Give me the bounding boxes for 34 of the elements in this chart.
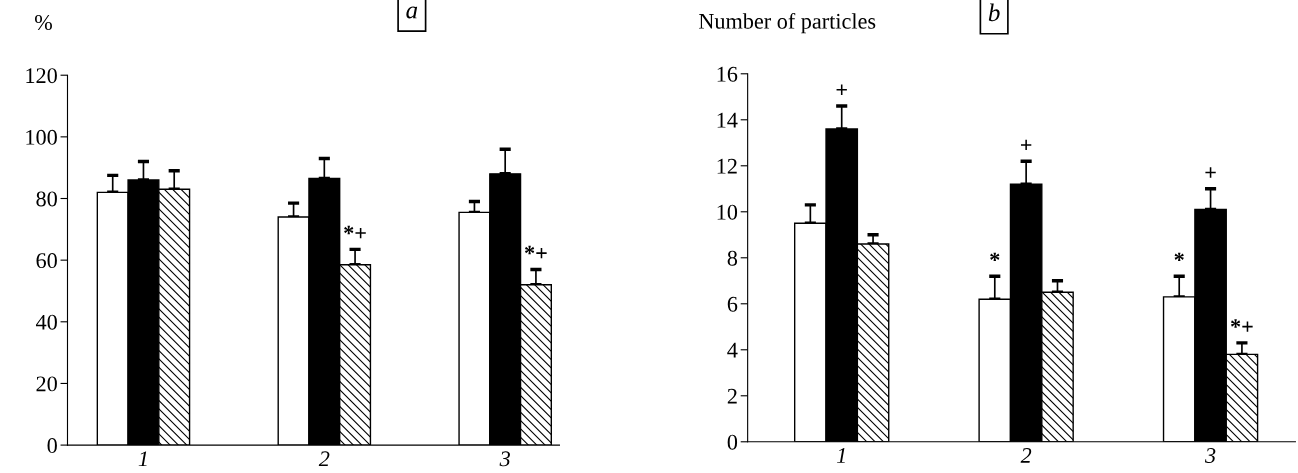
- y-tick-label: 0: [727, 434, 738, 450]
- y-axis-title: Number of particles: [698, 12, 876, 34]
- chart-title: a: [406, 6, 418, 19]
- y-tick-label: 80: [36, 191, 57, 207]
- x-tick-label: 1: [138, 451, 147, 467]
- data-label: +: [1205, 167, 1216, 178]
- y-tick-label: 16: [717, 66, 738, 82]
- y-tick-label: 14: [717, 112, 738, 128]
- y-tick-label: 12: [717, 158, 737, 174]
- data-label: +: [836, 84, 847, 95]
- data-label: *+: [524, 245, 547, 259]
- data-label: *+: [344, 225, 366, 239]
- y-tick-label: 20: [36, 376, 57, 392]
- x-tick-label: 3: [1204, 448, 1216, 463]
- y-tick-label: 0: [47, 438, 57, 454]
- data-label: +: [1020, 139, 1032, 151]
- data-label: *+: [1230, 319, 1253, 332]
- y-tick-label: 10: [717, 204, 738, 220]
- data-label: *: [1174, 252, 1184, 261]
- y-tick-label: 40: [35, 314, 57, 330]
- y-tick-label: 120: [26, 68, 57, 84]
- y-axis-title: %: [34, 15, 52, 31]
- chart-title: b: [988, 3, 1000, 22]
- y-tick-label: 6: [727, 296, 738, 312]
- x-tick-label: 3: [499, 451, 510, 467]
- y-tick-label: 60: [36, 253, 57, 269]
- y-tick-label: 8: [727, 250, 738, 266]
- y-tick-label: 4: [727, 342, 738, 358]
- x-tick-label: 2: [1020, 448, 1032, 463]
- x-tick-label: 1: [836, 448, 845, 463]
- x-tick-label: 2: [318, 451, 330, 467]
- y-tick-label: 2: [727, 388, 737, 404]
- data-label: *: [990, 252, 1000, 261]
- y-tick-label: 100: [26, 129, 57, 145]
